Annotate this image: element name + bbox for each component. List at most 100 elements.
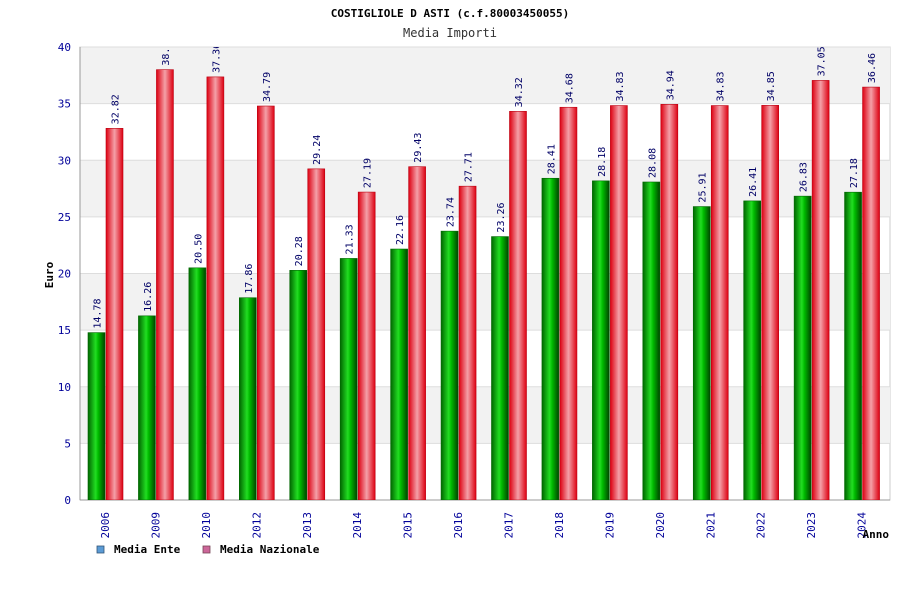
data-label: 34.94 <box>665 70 676 100</box>
data-label: 27.18 <box>849 158 860 188</box>
data-label: 34.83 <box>615 71 626 101</box>
bar-media-ente <box>541 177 560 500</box>
bar-media-ente <box>491 236 509 500</box>
x-tick-label: 2017 <box>503 512 516 539</box>
chart-title: COSTIGLIOLE D ASTI (c.f.80003450055) <box>331 7 569 20</box>
y-tick-label: 25 <box>58 211 71 224</box>
bar-media-ente <box>844 191 862 500</box>
bar-media-ente <box>188 267 207 500</box>
bar-media-ente <box>390 248 408 500</box>
data-label: 26.83 <box>799 162 810 192</box>
bar-media-ente <box>793 195 812 500</box>
data-label: 23.74 <box>446 197 457 227</box>
data-label: 16.26 <box>143 282 154 312</box>
bar-media-nazionale <box>862 86 880 500</box>
data-label: 22.16 <box>395 215 406 245</box>
data-label: 20.50 <box>193 234 204 264</box>
data-label: 28.08 <box>647 148 658 178</box>
data-label: 34.32 <box>514 77 525 107</box>
bar-media-nazionale <box>156 69 174 500</box>
x-tick-label: 2021 <box>704 512 717 539</box>
data-label: 28.41 <box>546 144 557 174</box>
y-tick-label: 10 <box>58 381 71 394</box>
bar-media-nazionale <box>408 166 426 500</box>
x-tick-label: 2022 <box>755 512 768 539</box>
legend-swatch-media-ente <box>96 545 105 554</box>
bar-media-nazionale <box>559 106 578 500</box>
data-label: 29.24 <box>312 135 323 165</box>
bar-media-ente <box>87 332 106 500</box>
x-tick-label: 2012 <box>250 512 263 539</box>
y-axis-label: Euro <box>43 261 56 288</box>
y-axis-ticks: 0 5 10 15 20 25 30 35 40 <box>58 41 71 507</box>
data-label: 27.71 <box>464 152 475 182</box>
x-axis-label: Anno <box>863 528 890 541</box>
value-labels: 14.78 32.82 16.26 38.00 20.50 37.36 17.86 34.79… <box>93 36 879 329</box>
x-tick-label: 2015 <box>402 512 415 539</box>
x-tick-label: 2018 <box>553 512 566 539</box>
data-label: 32.82 <box>111 94 122 124</box>
bar-media-nazionale <box>257 105 275 500</box>
x-tick-label: 2016 <box>452 512 465 539</box>
x-tick-label: 2010 <box>200 512 213 539</box>
bar-media-nazionale <box>761 105 779 500</box>
data-label: 34.85 <box>766 71 777 101</box>
bar-media-ente <box>743 200 761 500</box>
y-tick-label: 40 <box>58 41 71 54</box>
data-label: 14.78 <box>93 299 104 329</box>
bar-media-nazionale <box>206 76 225 500</box>
data-label: 29.43 <box>413 133 424 163</box>
y-tick-label: 0 <box>64 494 71 507</box>
bar-media-nazionale <box>710 105 729 500</box>
x-tick-label: 2014 <box>351 512 364 539</box>
data-label: 38.00 <box>161 36 172 66</box>
x-tick-label: 2023 <box>805 512 818 539</box>
data-label: 21.33 <box>345 224 356 254</box>
bar-media-ente <box>692 206 711 500</box>
legend-swatch-media-nazionale <box>202 545 211 554</box>
data-label: 37.05 <box>817 46 828 76</box>
data-label: 34.79 <box>262 72 273 102</box>
data-label: 26.41 <box>748 167 759 197</box>
bars-group <box>87 69 880 500</box>
data-label: 25.91 <box>698 172 709 202</box>
y-tick-label: 20 <box>58 268 71 281</box>
data-label: 28.18 <box>597 147 608 177</box>
bar-media-ente <box>339 258 358 500</box>
data-label: 20.28 <box>294 236 305 266</box>
legend-label-media-nazionale: Media Nazionale <box>220 543 320 556</box>
data-label: 17.86 <box>244 264 255 294</box>
y-tick-label: 35 <box>58 98 71 111</box>
x-tick-label: 2020 <box>654 512 667 539</box>
bar-media-ente <box>289 270 308 500</box>
bar-media-ente <box>138 315 156 500</box>
bar-media-nazionale <box>307 168 326 500</box>
bar-media-nazionale <box>811 80 830 500</box>
bar-media-ente <box>440 230 459 500</box>
data-label: 27.19 <box>363 158 374 188</box>
data-label: 23.26 <box>496 202 507 232</box>
legend-label-media-ente: Media Ente <box>114 543 181 556</box>
y-tick-label: 15 <box>58 324 71 337</box>
x-tick-label: 2009 <box>149 512 162 539</box>
bar-media-nazionale <box>610 105 628 500</box>
data-label: 34.68 <box>564 73 575 103</box>
x-tick-label: 2019 <box>603 512 616 539</box>
bar-media-nazionale <box>660 104 679 500</box>
x-tick-label: 2006 <box>99 512 112 539</box>
data-label: 34.83 <box>716 71 727 101</box>
bar-media-nazionale <box>357 191 376 500</box>
bar-media-nazionale <box>105 128 124 500</box>
bar-media-nazionale <box>458 185 477 500</box>
chart-subtitle: Media Importi <box>403 26 497 40</box>
bar-media-ente <box>592 180 610 500</box>
x-axis-ticks: 2006 2009 2010 2012 2013 2014 2015 2016 2017 2018… <box>99 512 869 539</box>
bar-media-ente <box>239 297 257 500</box>
data-label: 37.36 <box>211 43 222 73</box>
x-tick-label: 2024 <box>856 512 869 539</box>
data-label: 36.46 <box>867 53 878 83</box>
bar-media-ente <box>642 181 661 500</box>
x-tick-label: 2013 <box>301 512 314 539</box>
